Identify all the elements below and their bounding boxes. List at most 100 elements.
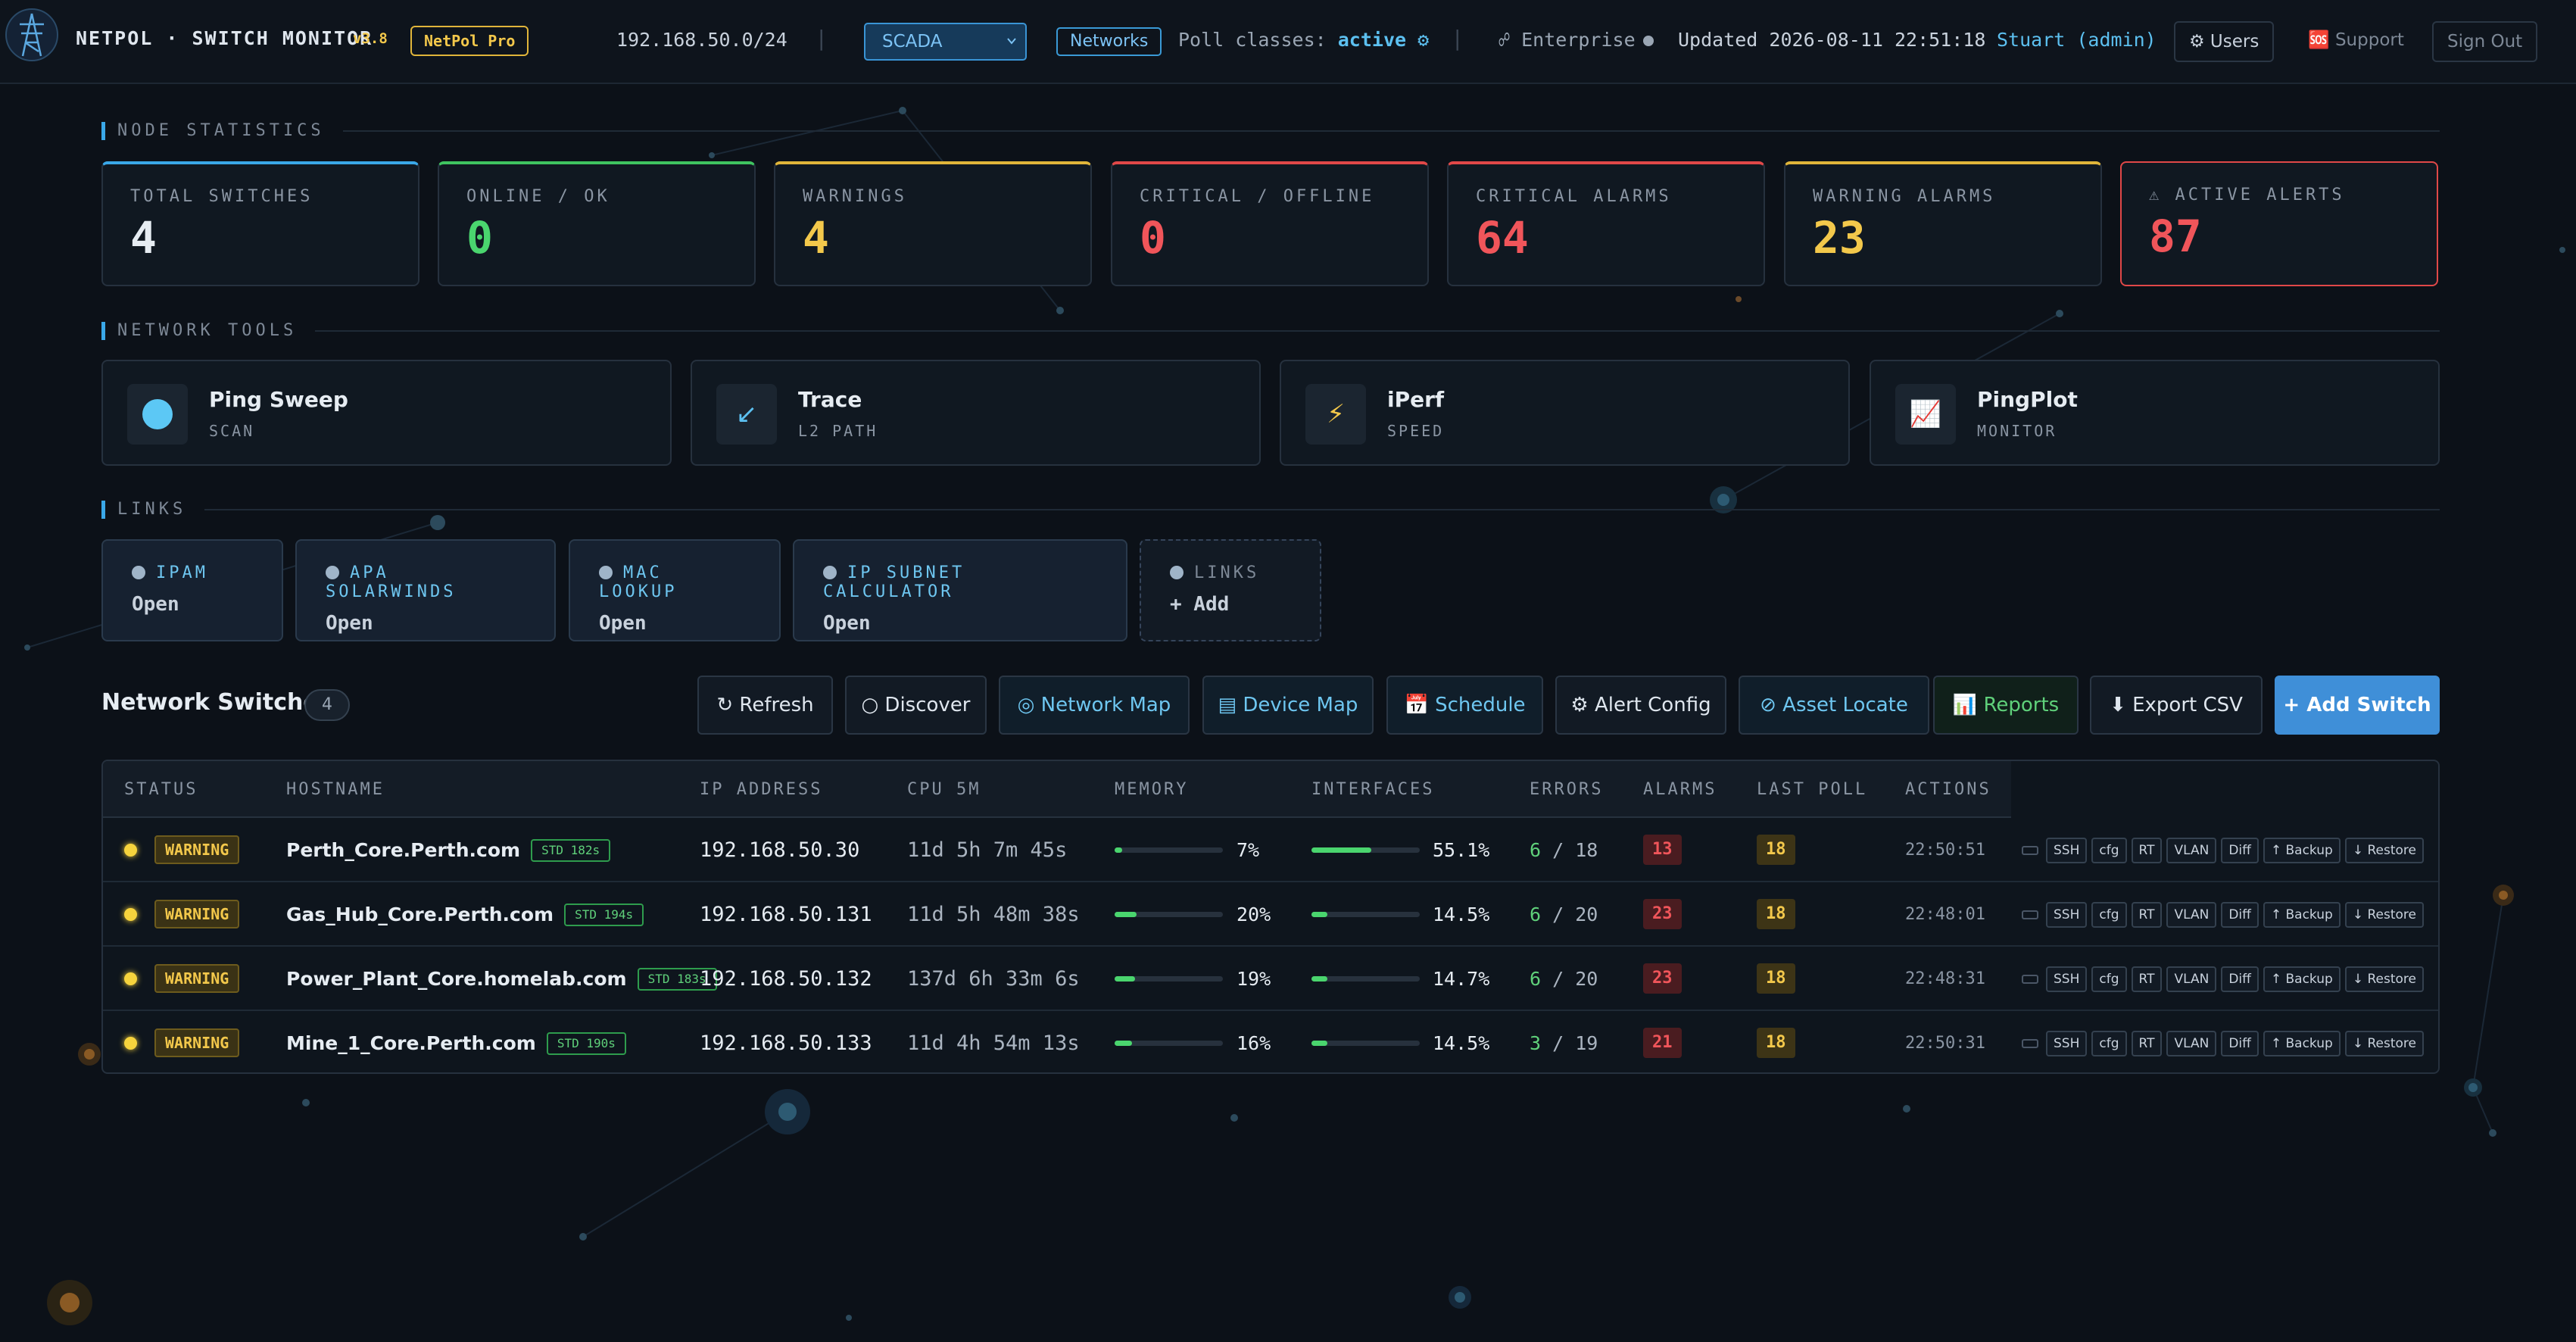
routing-button[interactable]: RT [2131,902,2163,928]
table-row[interactable]: WARNING Power_Plant_Core.homelab.com STD 1… [103,947,2438,1011]
tool-ping-sweep[interactable]: Ping Sweep SCAN [101,360,672,466]
column-header-cpu[interactable]: CPU 5M [907,780,981,799]
routing-button[interactable]: RT [2131,1031,2163,1056]
link-card-mac-lookup[interactable]: MAC LOOKUP Open [569,539,781,641]
globe-icon [1170,566,1184,579]
alarms-badge: 21 [1643,1028,1682,1058]
section-marker [101,321,105,340]
hostname[interactable]: Gas_Hub_Core.Perth.com [286,904,554,925]
top-navigation-bar: NETPOL · SWITCH MONITOR v3.8 NetPol Pro … [0,0,2576,84]
vlan-button[interactable]: VLAN [2166,1031,2217,1056]
routing-button[interactable]: RT [2131,966,2163,992]
column-header-ip[interactable]: IP ADDRESS [700,780,823,799]
column-header-memory[interactable]: MEMORY [1115,780,1189,799]
current-user[interactable]: Stuart (admin) [1997,29,2157,51]
trace-arrow-icon: ↙ [716,384,777,445]
ssh-button[interactable]: SSH [2046,902,2088,928]
config-button[interactable]: cfg [2091,838,2127,863]
device-map-button[interactable]: ▤ Device Map [1202,676,1374,735]
select-toggle-icon[interactable] [2022,846,2038,855]
backup-button[interactable]: ↑ Backup [2263,966,2341,992]
restore-button[interactable]: ↓ Restore [2344,838,2424,863]
column-header-status[interactable]: STATUS [124,780,198,799]
table-row[interactable]: WARNING Mine_1_Core.Perth.com STD 190s 192.… [103,1011,2438,1072]
routing-button[interactable]: RT [2131,838,2163,863]
schedule-button[interactable]: 📅 Schedule [1386,676,1543,735]
vlan-button[interactable]: VLAN [2166,838,2217,863]
memory-bar [1115,1041,1223,1046]
reports-button[interactable]: 📊 Reports [1933,676,2079,735]
sign-out-button[interactable]: Sign Out [2432,21,2538,62]
discover-button[interactable]: ○ Discover [845,676,987,735]
table-row[interactable]: WARNING Gas_Hub_Core.Perth.com STD 194s 192… [103,882,2438,947]
tool-name: iPerf [1387,387,1445,412]
link-card-ip-subnet-calculator[interactable]: IP SUBNET CALCULATOR Open [793,539,1127,641]
select-toggle-icon[interactable] [2022,910,2038,919]
refresh-button[interactable]: ↻ Refresh [697,676,833,735]
tool-iperf[interactable]: ⚡ iPerf SPEED [1280,360,1850,466]
interfaces-bar-fill [1311,912,1327,917]
version-label: v3.8 [353,30,388,47]
networks-button[interactable]: Networks [1056,27,1162,56]
memory-percent: 7% [1237,839,1260,861]
config-button[interactable]: cfg [2091,1031,2127,1056]
errors-total: / 19 [1552,1032,1598,1054]
status-dot-icon [124,972,137,985]
users-button[interactable]: ⚙ Users [2174,21,2275,62]
table-row[interactable]: WARNING Perth_Core.Perth.com STD 182s 192.1… [103,818,2438,882]
globe-icon [599,566,613,579]
memory-percent: 16% [1237,1032,1271,1054]
memory-bar-fill [1115,912,1137,917]
link-title: MAC LOOKUP [599,563,678,601]
select-toggle-icon[interactable] [2022,1039,2038,1048]
backup-button[interactable]: ↑ Backup [2263,838,2341,863]
stat-card: CRITICAL / OFFLINE 0 [1111,161,1429,286]
restore-button[interactable]: ↓ Restore [2344,902,2424,928]
diff-button[interactable]: Diff [2221,966,2259,992]
export-csv-button[interactable]: ⬇ Export CSV [2090,676,2263,735]
alarms-badge: 13 [1643,835,1682,865]
select-toggle-icon[interactable] [2022,975,2038,984]
tool-subtitle: L2 PATH [798,422,878,440]
hostname[interactable]: Power_Plant_Core.homelab.com [286,968,627,990]
link-card-apa-solarwinds[interactable]: APA SOLARWINDS Open [295,539,556,641]
column-header-interfaces[interactable]: INTERFACES [1311,780,1435,799]
column-header-hostname[interactable]: HOSTNAME [286,780,385,799]
column-header-errors[interactable]: ERRORS [1530,780,1604,799]
diff-button[interactable]: Diff [2221,838,2259,863]
backup-button[interactable]: ↑ Backup [2263,902,2341,928]
poll-classes-status[interactable]: Poll classes: active ⚙ [1178,29,1429,51]
diff-button[interactable]: Diff [2221,1031,2259,1056]
ssh-button[interactable]: SSH [2046,966,2088,992]
enterprise-status[interactable]: ☍ Enterprise [1499,29,1654,51]
stat-card[interactable]: ⚠ ACTIVE ALERTS 87 [2120,161,2438,286]
add-switch-button[interactable]: + Add Switch [2275,676,2440,735]
hostname[interactable]: Perth_Core.Perth.com [286,839,521,861]
ssh-button[interactable]: SSH [2046,838,2088,863]
network-map-button[interactable]: ◎ Network Map [999,676,1190,735]
column-header-last-poll[interactable]: LAST POLL [1757,780,1868,799]
column-header-alarms[interactable]: ALARMS [1643,780,1717,799]
tool-pingplot[interactable]: 📈 PingPlot MONITOR [1870,360,2440,466]
vlan-button[interactable]: VLAN [2166,966,2217,992]
link-title: IPAM [156,563,208,582]
status-dot-icon [1642,36,1654,46]
vlan-button[interactable]: VLAN [2166,902,2217,928]
restore-button[interactable]: ↓ Restore [2344,1031,2424,1056]
restore-button[interactable]: ↓ Restore [2344,966,2424,992]
errors: 6 / 20 [1530,947,1598,1011]
hostname[interactable]: Mine_1_Core.Perth.com [286,1032,536,1054]
config-button[interactable]: cfg [2091,902,2127,928]
diff-button[interactable]: Diff [2221,902,2259,928]
link-card-ipam[interactable]: IPAM Open [101,539,283,641]
backup-button[interactable]: ↑ Backup [2263,1031,2341,1056]
add-link-card[interactable]: LINKS + Add [1140,539,1321,641]
divider: | [818,26,825,51]
tool-trace[interactable]: ↙ Trace L2 PATH [691,360,1261,466]
alert-config-button[interactable]: ⚙ Alert Config [1555,676,1726,735]
profile-select[interactable]: SCADA [864,23,1027,61]
support-button[interactable]: 🆘 Support [2308,30,2404,50]
asset-locate-button[interactable]: ⊘ Asset Locate [1739,676,1929,735]
config-button[interactable]: cfg [2091,966,2127,992]
ssh-button[interactable]: SSH [2046,1031,2088,1056]
